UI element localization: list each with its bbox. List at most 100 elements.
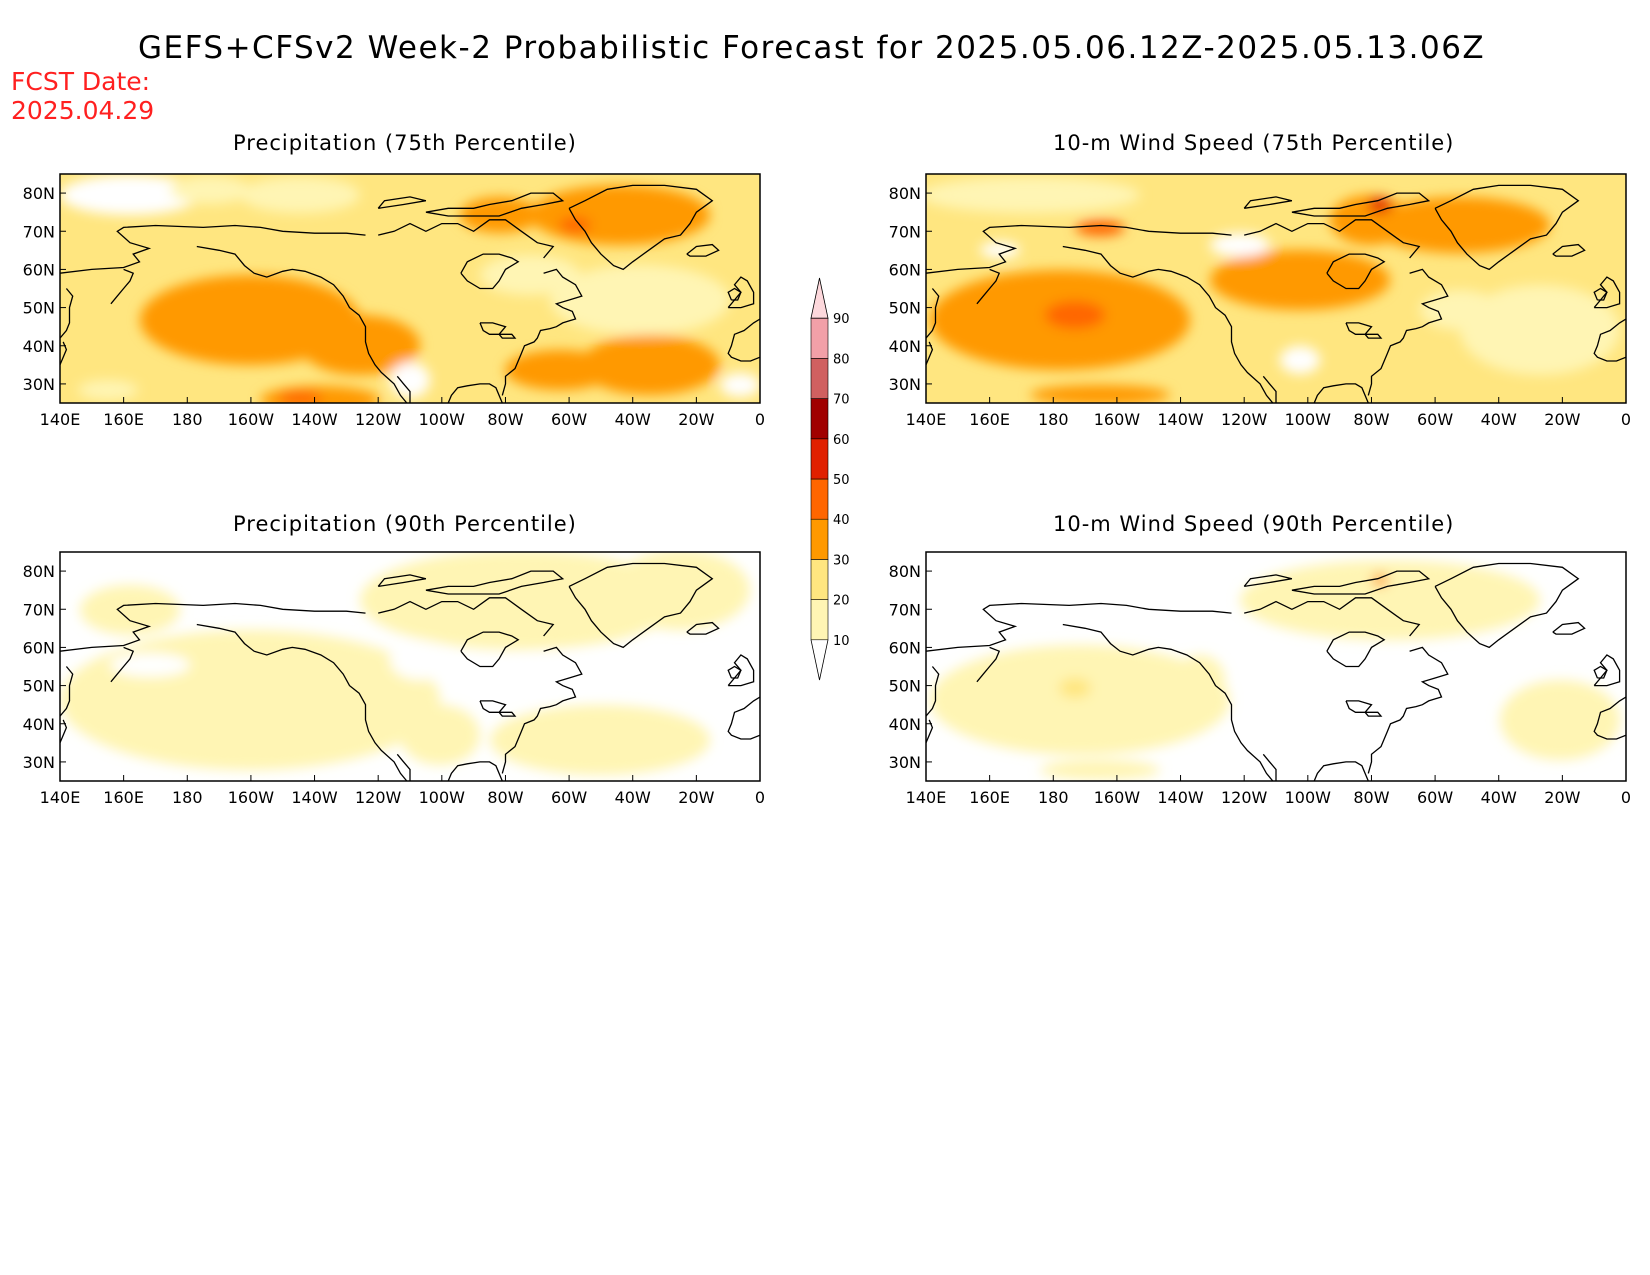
coastline-segment <box>686 621 720 635</box>
lat-tick-label: 40N <box>23 715 55 734</box>
lon-tick-label: 160E <box>103 410 144 429</box>
panel-frame <box>925 173 1627 404</box>
lon-tick-label: 180 <box>172 788 203 807</box>
coastline-segment <box>1062 623 1274 781</box>
colorbar-lower-cap <box>810 639 829 681</box>
lon-tick-label: 140W <box>1157 788 1204 807</box>
lat-tick-label: 40N <box>889 715 921 734</box>
colorbar-label: 70 <box>833 393 850 408</box>
coastline-segment <box>1262 375 1277 403</box>
coastline-segment <box>1593 276 1621 309</box>
lon-tick-label: 20W <box>678 410 714 429</box>
lon-tick-label: 140W <box>291 788 338 807</box>
coastline-segment <box>378 219 555 259</box>
colorbar-swatch <box>810 438 829 480</box>
colorbar-swatch <box>810 358 829 399</box>
coastline-segment <box>1367 646 1449 774</box>
coastline-segment <box>1552 621 1586 635</box>
coastline-wind-90 <box>926 562 1626 781</box>
axis-labels: 80N 70N 60N 50N 40N 30N 140E 160E 180 160W 140W 120… <box>23 184 1631 807</box>
colorbar-label: 40 <box>833 513 850 528</box>
figure-title: GEFS+CFSv2 Week-2 Probabilistic Forecast… <box>138 30 1486 66</box>
lon-tick-label: 40W <box>1481 788 1517 807</box>
probability-field <box>930 560 1620 780</box>
colorbar-upper-cap <box>810 277 829 319</box>
coastline-segment <box>727 318 760 362</box>
colorbar-swatch <box>810 599 829 641</box>
coastline-segment <box>1593 287 1608 301</box>
colorbar-swatch <box>810 518 829 560</box>
lon-tick-label: 20W <box>678 788 714 807</box>
lat-tick-label: 30N <box>23 375 55 394</box>
coastlines <box>60 184 1626 781</box>
colorbar-swatch <box>810 317 829 359</box>
coastline-precip-90 <box>60 562 760 781</box>
panel-frames <box>59 173 1627 782</box>
coastline-segment <box>727 287 742 301</box>
lat-tick-label: 80N <box>23 562 55 581</box>
lon-tick-label: 160W <box>1094 788 1141 807</box>
panel-title-wind-90: 10-m Wind Speed (90th Percentile) <box>1053 512 1455 536</box>
coastline-segment <box>1326 253 1386 290</box>
coastline-segment <box>926 288 940 339</box>
panel-title-precip-75: Precipitation (75th Percentile) <box>233 131 577 155</box>
colorbar-swatch <box>810 559 829 600</box>
coastline-segment <box>425 192 565 217</box>
coastline-segment <box>1593 665 1608 679</box>
coastline-segment <box>1244 219 1421 259</box>
map-panel-precip-90 <box>60 552 760 781</box>
lon-tick-label: 180 <box>172 410 203 429</box>
lat-tick-label: 30N <box>23 753 55 772</box>
coastline-segment <box>1434 562 1580 649</box>
lon-tick-label: 160W <box>228 788 275 807</box>
lon-tick-label: 160E <box>969 410 1010 429</box>
lon-tick-label: 100W <box>1285 788 1332 807</box>
map-panel-precip-75 <box>60 174 760 403</box>
coastline-segment <box>196 245 408 403</box>
coastline-segment <box>1364 333 1383 339</box>
lon-tick-label: 0 <box>755 410 765 429</box>
coastline-segment <box>498 711 517 717</box>
coastline-segment <box>501 646 583 774</box>
coastline-segment <box>377 196 427 209</box>
colorbar-label: 50 <box>833 473 850 488</box>
colorbar-swatch <box>810 398 829 440</box>
coastline-segment <box>1367 268 1449 396</box>
lat-tick-label: 40N <box>23 337 55 356</box>
coastline-segment <box>1243 574 1293 588</box>
coastline-segment <box>1593 654 1621 687</box>
probability-field <box>60 175 760 403</box>
coastline-segment <box>396 375 411 403</box>
colorbar-label: 20 <box>833 594 850 609</box>
lon-tick-label: 100W <box>1285 410 1332 429</box>
panel-title-wind-75: 10-m Wind Speed (75th Percentile) <box>1053 131 1455 155</box>
lon-tick-label: 40W <box>615 410 651 429</box>
lon-tick-label: 80W <box>1353 410 1389 429</box>
lat-tick-label: 60N <box>23 260 55 279</box>
lon-tick-label: 120W <box>355 410 402 429</box>
lat-tick-label: 50N <box>889 677 921 696</box>
panel-title-precip-90: Precipitation (90th Percentile) <box>233 512 577 536</box>
coastline-segment <box>568 562 714 649</box>
colorbar-swatch <box>810 478 829 520</box>
coastline-segment <box>926 224 1232 274</box>
lat-tick-label: 60N <box>889 260 921 279</box>
lon-tick-label: 120W <box>1221 410 1268 429</box>
colorbar: 10 20 30 40 50 60 70 80 90 <box>810 277 850 681</box>
map-panel-wind-90 <box>926 552 1626 781</box>
coastline-segment <box>447 383 503 403</box>
coastline-segment <box>976 646 1001 683</box>
coastline-segment <box>196 623 408 781</box>
coastline-segment <box>1291 192 1431 217</box>
forecast-date-block: FCST Date: 2025.04.29 <box>11 67 154 125</box>
lat-tick-label: 70N <box>889 222 921 241</box>
lon-tick-label: 180 <box>1038 788 1069 807</box>
coastline-segment <box>1434 184 1580 271</box>
coastline-segment <box>1313 383 1369 403</box>
coastline-segment <box>460 253 520 290</box>
lon-tick-label: 80W <box>487 410 523 429</box>
lon-tick-label: 100W <box>419 410 466 429</box>
forecast-date-label: FCST Date: <box>11 67 151 96</box>
lon-tick-label: 60W <box>551 788 587 807</box>
